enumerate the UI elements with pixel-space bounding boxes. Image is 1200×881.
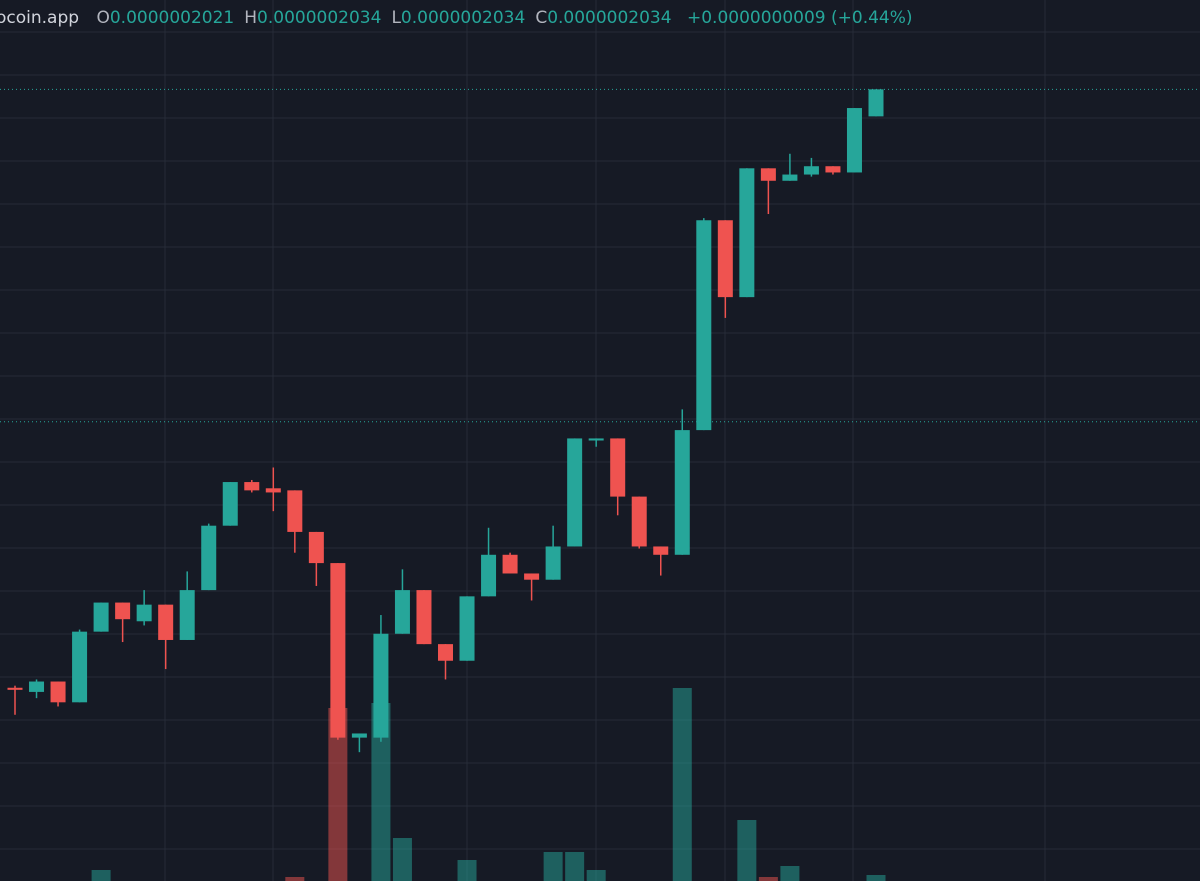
candle-body bbox=[846, 108, 862, 173]
candle-body bbox=[136, 604, 152, 622]
volume-bar bbox=[586, 870, 606, 881]
volume-bar bbox=[543, 852, 563, 881]
field-value: 0.0000002034 bbox=[257, 8, 382, 28]
candle-body bbox=[782, 174, 798, 181]
volume-bar bbox=[780, 866, 800, 881]
candle-body bbox=[287, 490, 303, 532]
volume-bar bbox=[285, 877, 305, 881]
field-value: 0.0000002034 bbox=[547, 8, 672, 28]
volume-bar bbox=[457, 860, 477, 881]
candle-body bbox=[158, 604, 174, 640]
candle-body bbox=[459, 596, 475, 661]
field-value: 0.0000002021 bbox=[109, 8, 235, 28]
candle-body bbox=[588, 438, 604, 441]
candle-body bbox=[29, 681, 45, 692]
ohlc-field: O0.0000002021 bbox=[96, 8, 234, 28]
candle-body bbox=[115, 602, 131, 620]
volume-bar bbox=[328, 708, 348, 881]
candle-body bbox=[438, 644, 453, 661]
candle-body bbox=[72, 631, 88, 703]
candle-body bbox=[50, 681, 66, 703]
ohlc-fields: O0.0000002021 H0.0000002034 L0.0000002034 C… bbox=[96, 8, 681, 28]
candle-body bbox=[93, 602, 109, 632]
candle-body bbox=[222, 482, 238, 526]
candle-body bbox=[502, 554, 518, 574]
candle-body bbox=[610, 438, 626, 497]
field-value: 0.0000002034 bbox=[400, 8, 526, 28]
candle-body bbox=[674, 430, 690, 555]
candle-body bbox=[803, 166, 819, 175]
legend: ocoin.app O0.0000002021 H0.0000002034 L0.0… bbox=[0, 8, 913, 28]
candle-body bbox=[265, 488, 281, 493]
candle-body bbox=[330, 563, 346, 738]
volume-bar bbox=[866, 875, 886, 881]
candle-body bbox=[7, 687, 23, 690]
change: +0.0000000009 (+0.44%) bbox=[686, 8, 913, 28]
candle-body bbox=[373, 633, 389, 738]
ohlc-field: H0.0000002034 bbox=[244, 8, 381, 28]
candle-body bbox=[696, 220, 712, 431]
candle-body bbox=[545, 546, 561, 580]
volume-bar bbox=[737, 820, 757, 881]
volume-bar bbox=[371, 703, 391, 881]
ohlc-field: L0.0000002034 bbox=[391, 8, 525, 28]
candle-body bbox=[631, 496, 647, 547]
candle-body bbox=[868, 89, 884, 117]
candle-body bbox=[760, 168, 776, 181]
candle-body bbox=[201, 525, 217, 591]
volume-bar bbox=[392, 838, 412, 881]
candle-body bbox=[394, 590, 410, 634]
volume-bar bbox=[91, 870, 111, 881]
candle-body bbox=[179, 590, 195, 640]
volume-bar bbox=[758, 877, 778, 881]
candle-body bbox=[351, 733, 367, 738]
candle-body bbox=[524, 573, 540, 580]
candle-body bbox=[653, 546, 669, 555]
candle-body bbox=[825, 166, 841, 173]
candle-body bbox=[739, 168, 755, 298]
field-label: O bbox=[96, 8, 110, 28]
candle-body bbox=[567, 438, 583, 547]
field-label: L bbox=[391, 8, 401, 28]
field-label: H bbox=[244, 8, 258, 28]
field-label: C bbox=[535, 8, 548, 28]
candle-body bbox=[717, 220, 733, 298]
candle-body bbox=[481, 554, 497, 597]
candle-body bbox=[244, 482, 260, 491]
candle-body bbox=[308, 531, 324, 564]
ohlc-field: C0.0000002034 bbox=[535, 8, 671, 28]
symbol: ocoin.app bbox=[0, 8, 80, 28]
volume-bar bbox=[565, 852, 585, 881]
volume-bar bbox=[672, 688, 692, 881]
candle-body bbox=[416, 590, 432, 645]
